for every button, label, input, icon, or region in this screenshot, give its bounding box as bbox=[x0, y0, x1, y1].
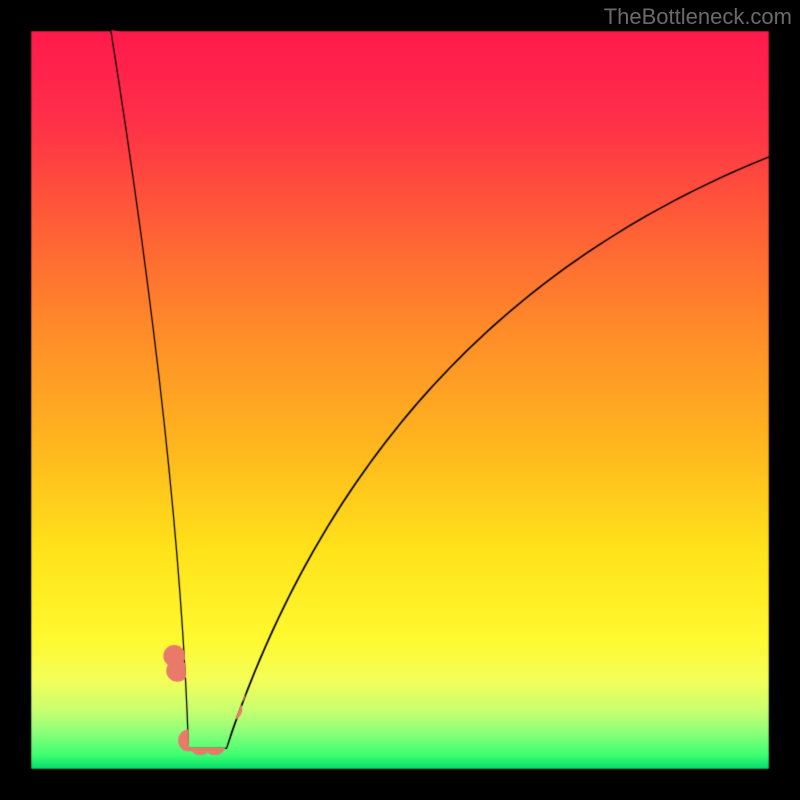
watermark-text: TheBottleneck.com bbox=[604, 4, 792, 30]
figure-root: TheBottleneck.com bbox=[0, 0, 800, 800]
bottleneck-chart bbox=[0, 0, 800, 800]
